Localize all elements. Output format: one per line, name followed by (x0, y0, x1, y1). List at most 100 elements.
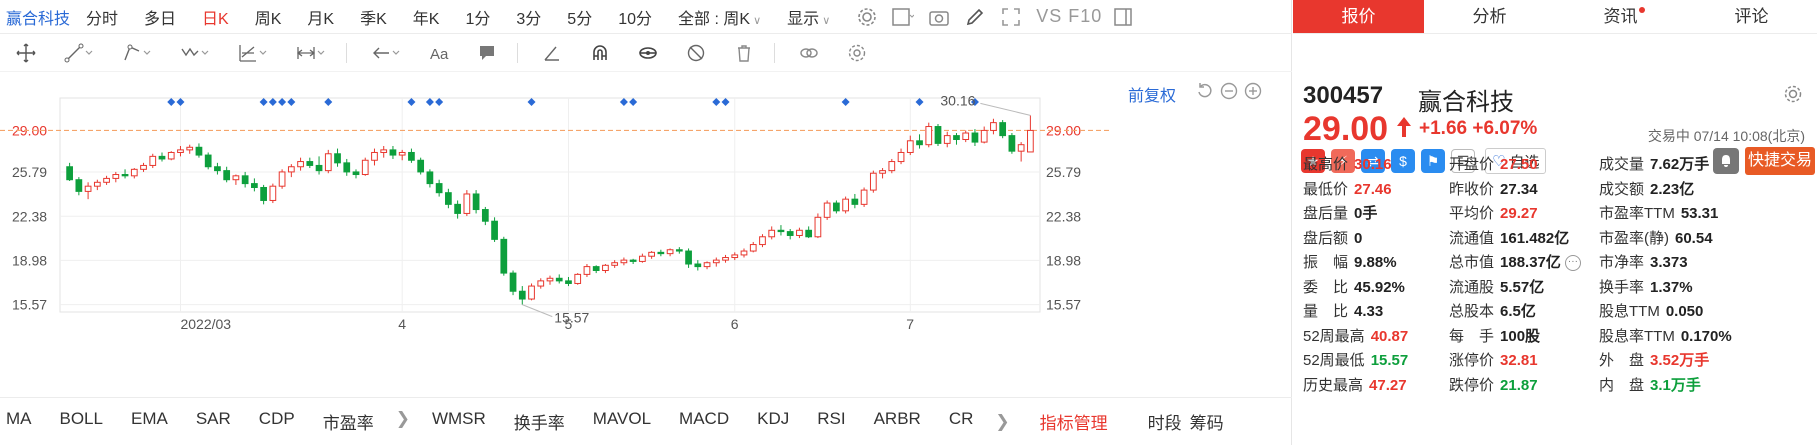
signal-marker[interactable] (324, 98, 333, 106)
signal-marker[interactable] (287, 98, 296, 106)
candle-body[interactable] (639, 255, 646, 262)
candle-body[interactable] (833, 202, 840, 212)
indicator-item[interactable]: SAR (195, 409, 231, 428)
candle-body[interactable] (130, 168, 138, 177)
ray-icon[interactable] (122, 41, 152, 65)
tab-quote[interactable]: 报价 (1293, 0, 1424, 33)
candle-body[interactable] (491, 220, 498, 240)
period-tab[interactable]: 1分 (465, 10, 491, 28)
candle-body[interactable] (546, 277, 554, 282)
signal-marker[interactable] (841, 98, 850, 106)
candle-body[interactable] (1008, 135, 1016, 152)
candle-body[interactable] (417, 159, 425, 173)
indicator-item[interactable]: MACD (679, 409, 730, 428)
candle-body[interactable] (251, 183, 258, 188)
layers-icon[interactable] (799, 41, 819, 65)
period-tab[interactable]: 季K (360, 10, 387, 28)
candle-body[interactable] (371, 151, 378, 161)
tab-comments[interactable]: 评论 (1686, 0, 1817, 33)
candle-body[interactable] (796, 229, 803, 236)
candle-body[interactable] (232, 175, 240, 181)
gear-icon[interactable] (1783, 84, 1803, 109)
candle-body[interactable] (980, 129, 988, 143)
candle-body[interactable] (186, 146, 194, 151)
indicator-item[interactable]: MA (6, 409, 32, 428)
candle-body[interactable] (1027, 129, 1034, 153)
candle-body[interactable] (324, 153, 332, 172)
indicator-item[interactable]: KDJ (757, 409, 790, 428)
candle-body[interactable] (426, 171, 434, 185)
candle-body[interactable] (287, 166, 295, 173)
signal-marker[interactable] (407, 98, 416, 106)
candle-body[interactable] (906, 140, 914, 153)
signal-marker[interactable] (278, 98, 287, 106)
candle-body[interactable] (223, 170, 231, 181)
candle-body[interactable] (75, 179, 83, 192)
candle-body[interactable] (962, 132, 970, 141)
candle-body[interactable] (306, 161, 314, 166)
candle-body[interactable] (158, 155, 166, 160)
lock-icon[interactable] (638, 41, 658, 65)
candle-body[interactable] (445, 192, 452, 205)
signal-marker[interactable] (527, 98, 536, 106)
kline-chart[interactable]: 29.00 29.00 25.79 25.79 22.38 22.38 18.98 18.98… (0, 72, 1292, 397)
candle-body[interactable] (925, 126, 933, 146)
signal-marker[interactable] (721, 98, 730, 106)
more-icon[interactable]: ··· (1564, 255, 1581, 272)
candle-body[interactable] (860, 189, 868, 205)
candle-body[interactable] (177, 149, 184, 153)
signal-marker[interactable] (619, 98, 628, 106)
candle-body[interactable] (454, 203, 461, 214)
candle-body[interactable] (943, 135, 951, 144)
candle-body[interactable] (934, 126, 942, 144)
chip-distribution-button[interactable]: 筹码 (1189, 414, 1224, 433)
dollar-icon[interactable]: $ (1391, 149, 1415, 173)
candle-body[interactable] (740, 250, 748, 256)
settings-icon[interactable] (847, 41, 867, 65)
hide-icon[interactable] (686, 41, 706, 65)
candle-body[interactable] (888, 161, 896, 172)
add-watchlist-button[interactable]: ♡ 自选 (1485, 148, 1547, 174)
candle-body[interactable] (574, 273, 582, 284)
candle-body[interactable] (712, 259, 720, 264)
signal-marker[interactable] (425, 98, 434, 106)
candle-body[interactable] (84, 185, 92, 192)
candle-body[interactable] (334, 153, 341, 164)
candle-body[interactable] (685, 250, 692, 265)
fib-icon[interactable] (238, 41, 268, 65)
candle-body[interactable] (112, 174, 120, 179)
candle-body[interactable] (389, 149, 397, 156)
compare-icon[interactable]: ⇄ (1361, 149, 1385, 173)
candle-body[interactable] (204, 154, 212, 168)
tag-icon[interactable]: ⚑ (1421, 149, 1445, 173)
signal-marker[interactable] (167, 98, 176, 106)
period-tab[interactable]: 年K (412, 10, 440, 28)
candle-body[interactable] (749, 244, 757, 252)
signal-marker[interactable] (629, 98, 638, 106)
candle-body[interactable] (518, 290, 526, 300)
period-tab[interactable]: 3分 (516, 10, 542, 28)
notes-icon[interactable]: ☰ (1451, 149, 1475, 173)
period-tab[interactable]: 月K (307, 10, 335, 28)
signal-marker[interactable] (435, 98, 444, 106)
more-indicators-icon[interactable]: ❯ (995, 411, 1010, 431)
candle-body[interactable] (528, 285, 535, 300)
period-tab[interactable]: 周K (254, 10, 282, 28)
candle-body[interactable] (195, 146, 203, 156)
quick-trade-button[interactable]: 快捷交易 (1745, 147, 1815, 175)
candle-body[interactable] (823, 202, 831, 218)
candle-body[interactable] (472, 193, 480, 211)
indicator-item[interactable]: EMA (130, 409, 168, 428)
period-tab[interactable]: 多日 (144, 10, 177, 28)
reset-icon[interactable] (1196, 82, 1214, 105)
candle-body[interactable] (869, 172, 877, 191)
measure-icon[interactable] (296, 41, 326, 65)
kline-svg[interactable]: 29.00 29.00 25.79 25.79 22.38 22.38 18.98 18.98… (0, 72, 1112, 397)
indicator-item[interactable]: CDP (258, 409, 295, 428)
candle-body[interactable] (953, 135, 960, 141)
zoom-in-icon[interactable] (1244, 82, 1262, 105)
camera-icon[interactable] (928, 6, 950, 28)
candle-body[interactable] (703, 262, 711, 268)
candle-body[interactable] (66, 166, 73, 181)
candle-body[interactable] (990, 122, 997, 131)
